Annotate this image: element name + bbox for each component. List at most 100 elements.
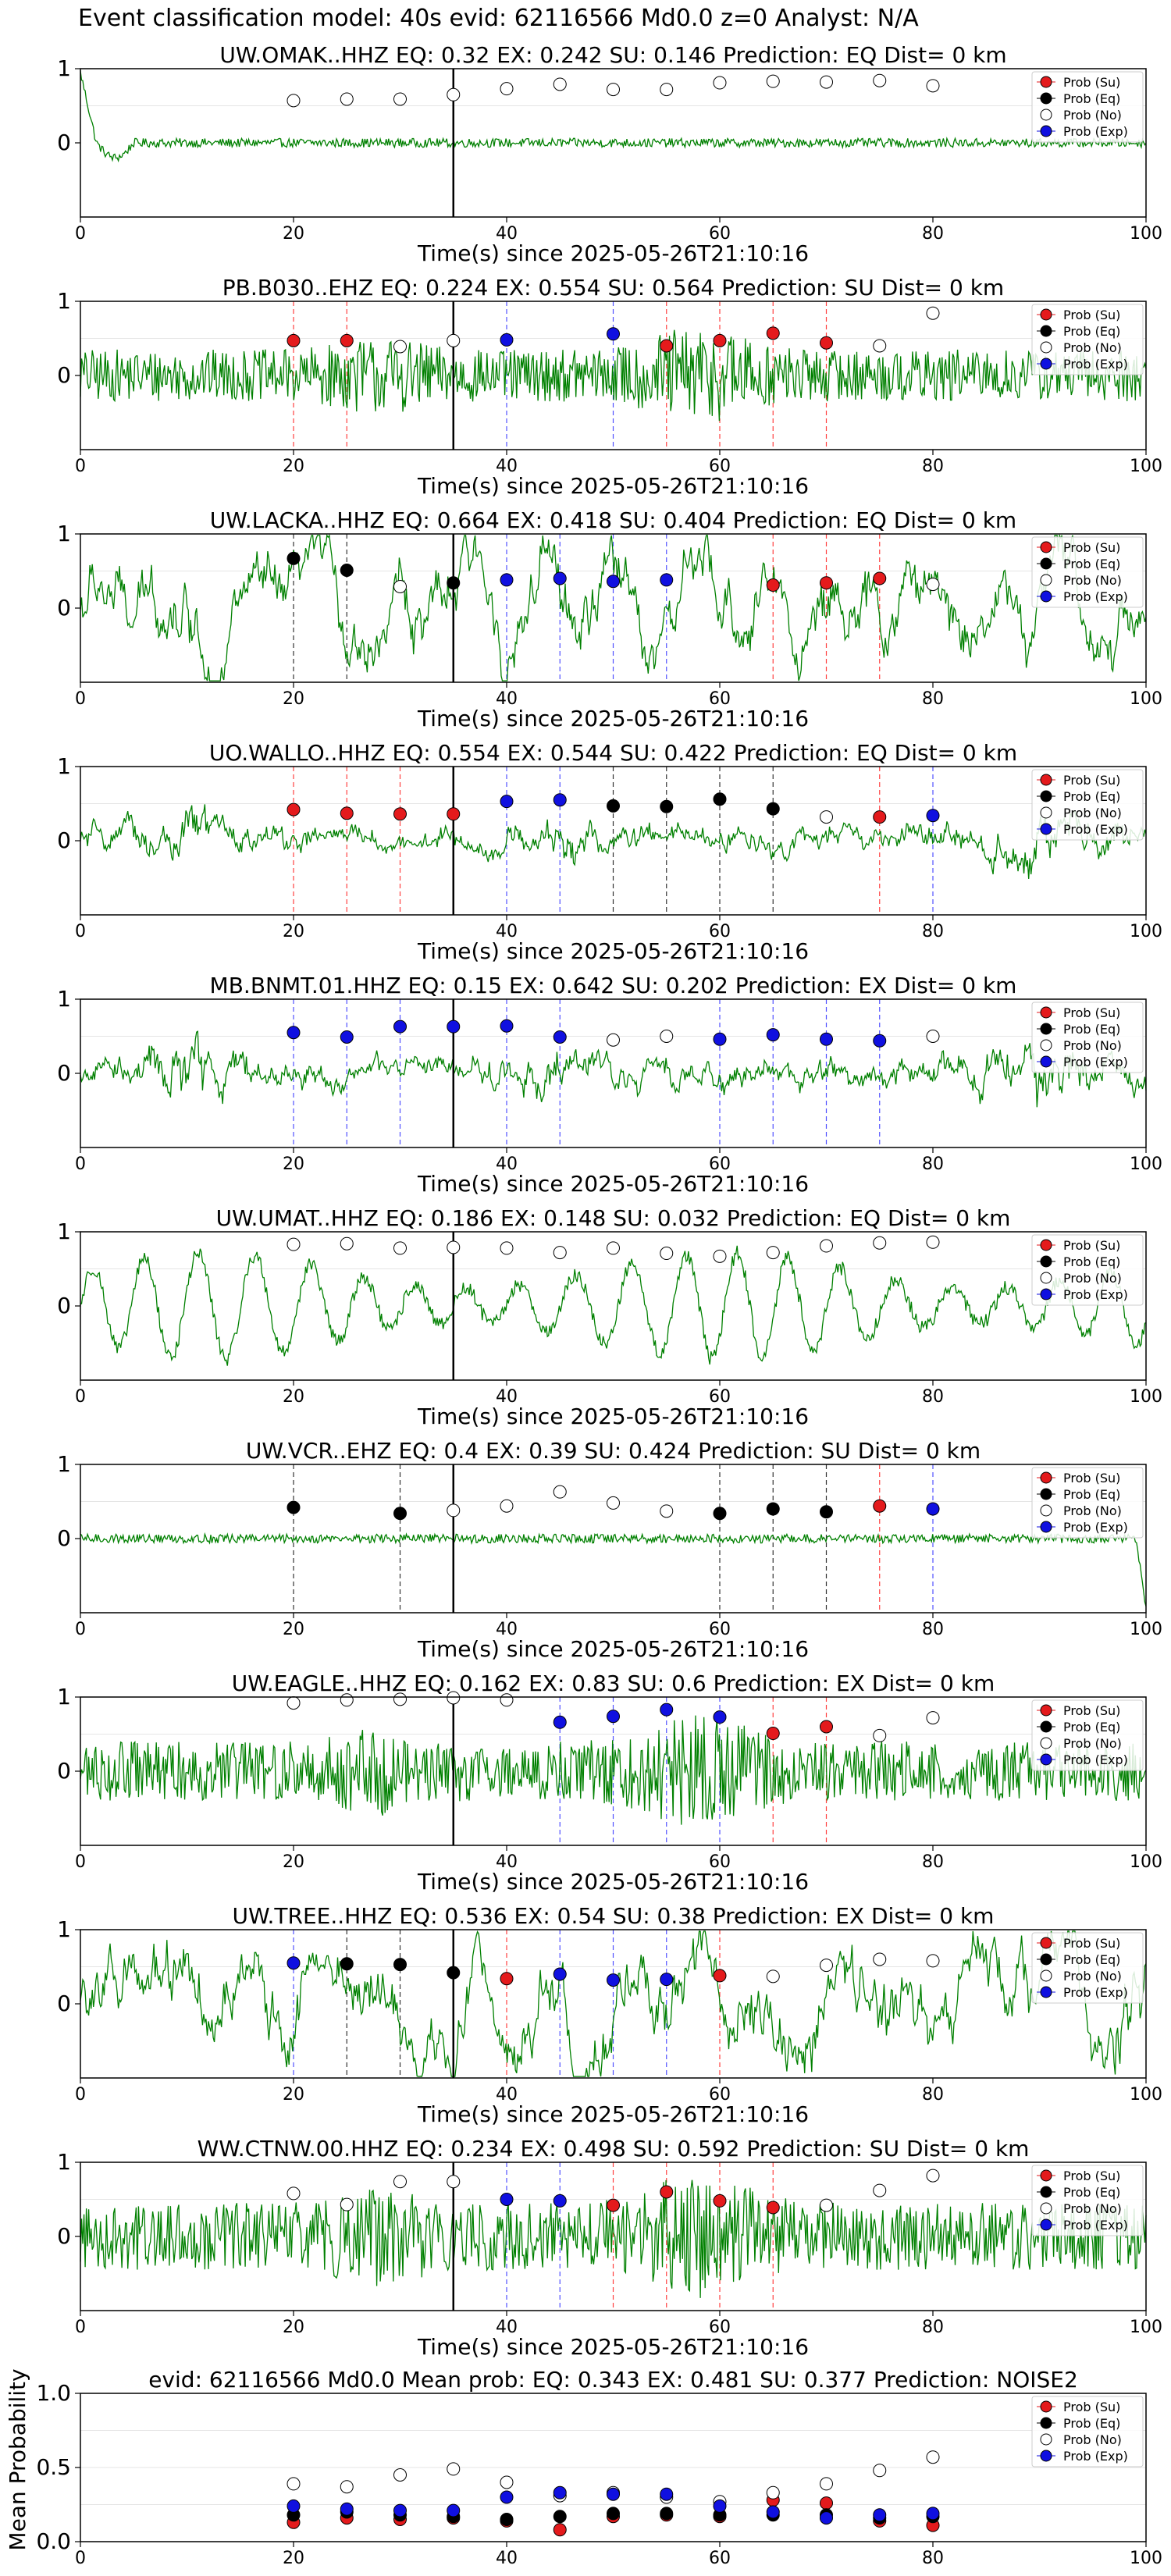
mean-point-exp <box>820 2511 833 2525</box>
mean-point-exp <box>287 2499 301 2513</box>
legend-label: Prob (Eq) <box>1063 1487 1120 1502</box>
figure-suptitle: Event classification model: 40s evid: 62… <box>78 5 919 32</box>
prob-point-no <box>926 79 940 93</box>
y-tick-label: 0 <box>57 1991 71 2016</box>
prob-point-no <box>340 1693 354 1707</box>
prob-point-exp <box>500 2193 514 2206</box>
x-tick-label: 100 <box>1130 1387 1162 1407</box>
mean-point-no <box>447 2462 461 2476</box>
legend-label: Prob (Su) <box>1063 1005 1120 1020</box>
x-tick-label: 40 <box>496 1155 518 1174</box>
mean-point-no <box>873 2464 887 2478</box>
x-tick-label: 100 <box>1130 1155 1162 1174</box>
legend-label: Prob (Eq) <box>1063 324 1120 339</box>
legend-marker <box>1040 1521 1052 1533</box>
prob-point-no <box>926 1954 940 1968</box>
mean-point-no <box>287 2477 301 2491</box>
mean-point-exp <box>393 2503 407 2517</box>
prob-point-eq <box>713 792 727 806</box>
prob-point-exp <box>393 1019 407 1034</box>
legend-marker <box>1040 125 1052 137</box>
x-axis-label: Time(s) since 2025-05-26T21:10:16 <box>417 938 809 964</box>
panel-title: UW.LACKA..HHZ EQ: 0.664 EX: 0.418 SU: 0.… <box>210 507 1016 533</box>
prob-point-su <box>447 807 461 821</box>
prob-point-eq <box>713 1507 727 1521</box>
x-tick-label: 100 <box>1130 1620 1162 1639</box>
legend-marker <box>1040 76 1052 88</box>
prob-point-no <box>660 1030 674 1043</box>
prob-point-no <box>393 1241 407 1255</box>
legend-label: Prob (No) <box>1063 1969 1122 1984</box>
legend-label: Prob (Su) <box>1063 1471 1120 1485</box>
x-tick-label: 100 <box>1130 2085 1162 2105</box>
x-tick-label: 80 <box>922 2085 944 2105</box>
x-tick-label: 80 <box>922 1155 944 1174</box>
legend-marker <box>1040 574 1052 586</box>
x-tick-label: 40 <box>496 2318 518 2337</box>
prob-point-exp <box>553 1030 567 1044</box>
legend-label: Prob (Eq) <box>1063 789 1120 804</box>
legend-label: Prob (Exp) <box>1063 2449 1128 2464</box>
prob-point-no <box>500 1499 514 1513</box>
mean-point-su <box>553 2523 567 2537</box>
y-tick-label: 0.5 <box>36 2454 71 2480</box>
legend-marker <box>1040 325 1052 337</box>
legend-box <box>1031 1932 1144 2004</box>
prob-point-exp <box>607 1973 620 1987</box>
prob-point-eq <box>287 551 301 565</box>
prob-point-no <box>607 83 620 97</box>
prob-point-no <box>926 2169 940 2183</box>
legend-label: Prob (No) <box>1063 1503 1122 1518</box>
legend-box <box>1031 71 1144 143</box>
prob-point-no <box>340 2197 354 2211</box>
prob-point-eq <box>447 1966 461 1980</box>
legend-box <box>1031 769 1144 841</box>
x-tick-label: 60 <box>709 689 731 709</box>
prob-point-no <box>926 306 940 320</box>
y-tick-label: 1 <box>57 753 71 779</box>
x-tick-label: 20 <box>283 2318 304 2337</box>
prob-point-no <box>447 2175 461 2189</box>
y-tick-label: 0 <box>57 362 71 388</box>
legend-marker <box>1040 1504 1052 1517</box>
mean-point-no <box>926 2450 940 2464</box>
y-tick-label: 0 <box>57 595 71 621</box>
prob-point-no <box>393 579 407 593</box>
y-tick-label: 1 <box>57 2149 71 2175</box>
x-tick-label: 20 <box>283 2549 304 2568</box>
x-tick-label: 20 <box>283 1155 304 1174</box>
x-tick-label: 80 <box>922 224 944 244</box>
y-tick-label: 1 <box>57 521 71 546</box>
legend-label: Prob (Eq) <box>1063 1720 1120 1735</box>
prob-point-exp <box>607 575 620 589</box>
panel-title: UW.VCR..EHZ EQ: 0.4 EX: 0.39 SU: 0.424 P… <box>246 1438 981 1464</box>
x-tick-label: 20 <box>283 457 304 476</box>
prob-point-eq <box>766 802 780 816</box>
prob-point-no <box>287 1696 301 1710</box>
x-axis-label: Time(s) since 2025-05-26T21:10:16 <box>417 1171 809 1197</box>
mean-point-no <box>766 2485 780 2500</box>
axes-frame <box>80 998 1147 1148</box>
prob-point-eq <box>766 1502 780 1516</box>
x-tick-label: 100 <box>1130 689 1162 709</box>
legend-label: Prob (Su) <box>1063 773 1120 788</box>
prob-point-su <box>873 810 887 824</box>
mean-point-no <box>393 2468 407 2482</box>
x-tick-label: 80 <box>922 689 944 709</box>
prob-point-no <box>553 1485 567 1499</box>
chart-panel-1: UW.OMAK..HHZ EQ: 0.32 EX: 0.242 SU: 0.14… <box>57 42 1162 266</box>
x-axis-label: Time(s) since 2025-05-26T21:10:16 <box>417 1404 809 1429</box>
x-tick-label: 100 <box>1130 2549 1162 2568</box>
prob-point-exp <box>926 1502 940 1516</box>
chart-panel-4: UO.WALLO..HHZ EQ: 0.554 EX: 0.544 SU: 0.… <box>57 740 1162 964</box>
x-tick-label: 80 <box>922 922 944 941</box>
legend-box <box>1031 2396 1144 2467</box>
legend-label: Prob (Su) <box>1063 75 1120 90</box>
x-tick-label: 0 <box>75 457 86 476</box>
prob-point-exp <box>713 1032 727 1046</box>
legend-marker <box>1040 1023 1052 1035</box>
prob-point-eq <box>393 1958 407 1972</box>
prob-point-eq <box>340 1957 354 1971</box>
prob-point-exp <box>553 1967 567 1981</box>
